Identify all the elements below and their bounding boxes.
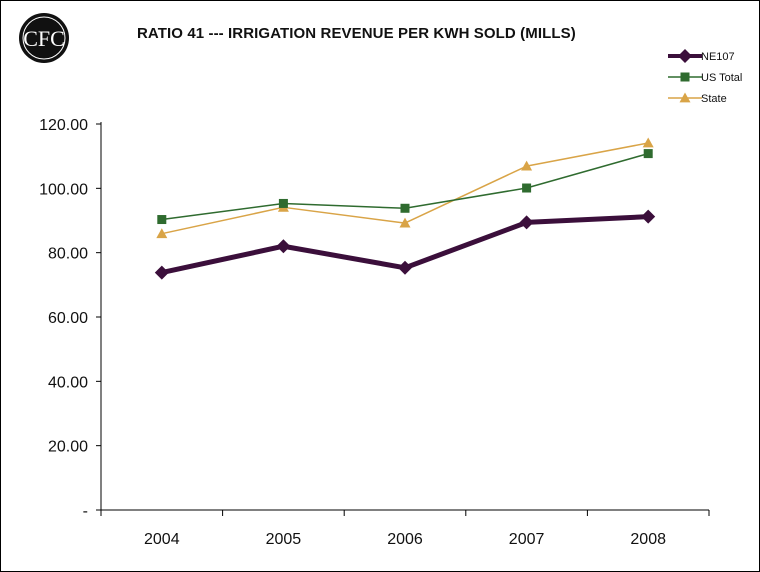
data-point-us-total [278, 198, 288, 208]
y-tick-label: 80.00 [48, 246, 88, 263]
y-tick-label: - [83, 503, 88, 520]
y-tick-label: 20.00 [48, 439, 88, 456]
y-tick-label: 40.00 [48, 374, 88, 391]
y-tick-label: 60.00 [48, 310, 88, 327]
data-point-us-total [157, 215, 167, 225]
data-point-state [521, 160, 533, 171]
cfc-logo-icon: CFC [19, 13, 69, 63]
legend-label-us-total: US Total [701, 72, 742, 84]
data-point-state [156, 228, 168, 239]
data-point-ne107 [154, 265, 169, 280]
legend-marker-state [679, 92, 691, 103]
x-tick-label: 2008 [630, 531, 666, 548]
data-point-ne107 [641, 209, 656, 224]
legend-label-state: State [701, 93, 727, 105]
logo-text: CFC [23, 26, 65, 51]
legend-marker-us-total [680, 72, 690, 82]
data-point-us-total [643, 149, 653, 159]
data-point-us-total [522, 183, 532, 193]
data-point-state [642, 137, 654, 148]
legend-label-ne107: NE107 [701, 51, 735, 63]
data-point-ne107 [519, 215, 534, 230]
y-tick-label: 120.00 [39, 117, 88, 134]
data-point-state [399, 217, 411, 228]
y-tick-label: 100.00 [39, 181, 88, 198]
x-tick-label: 2005 [266, 531, 302, 548]
data-point-ne107 [398, 260, 412, 275]
x-tick-label: 2004 [144, 531, 180, 548]
data-point-ne107 [276, 239, 291, 254]
data-point-us-total [400, 203, 410, 213]
chart-title: RATIO 41 --- IRRIGATION REVENUE PER KWH … [137, 25, 576, 42]
x-tick-label: 2006 [387, 531, 423, 548]
legend-marker-ne107 [678, 49, 692, 63]
x-tick-label: 2007 [509, 531, 545, 548]
